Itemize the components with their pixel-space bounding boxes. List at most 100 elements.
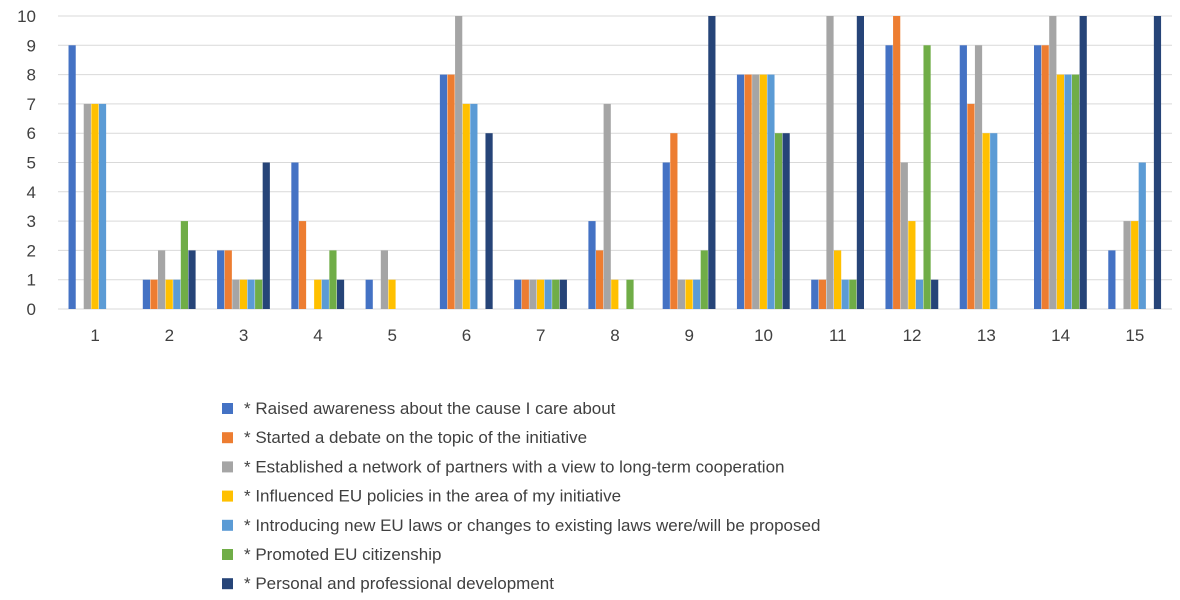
x-tick-label: 4	[313, 326, 322, 345]
bar-cat14-series1	[1034, 45, 1042, 310]
bar-cat12-series4	[908, 221, 916, 309]
bar-cat6-series3	[455, 16, 463, 309]
legend-swatch-series2	[222, 432, 233, 444]
bar-cat4-series6	[329, 250, 337, 309]
x-tick-label: 10	[754, 326, 773, 345]
bar-cat12-series2	[893, 16, 901, 309]
bar-cat10-series4	[759, 74, 767, 309]
bar-cat8-series1	[588, 221, 596, 309]
bar-cat7-series1	[514, 279, 522, 309]
bar-cat8-series6	[626, 279, 634, 309]
bar-cat3-series2	[224, 250, 232, 309]
bar-cat7-series6	[552, 279, 560, 309]
y-tick-label: 1	[27, 271, 36, 290]
legend-swatch-series7	[222, 578, 233, 590]
bar-cat2-series5	[173, 279, 181, 309]
bar-cat15-series3	[1123, 221, 1131, 309]
bar-cat9-series1	[662, 162, 670, 309]
bar-cat14-series6	[1072, 74, 1080, 309]
bar-cat2-series6	[180, 221, 188, 309]
bar-cat13-series3	[974, 45, 983, 310]
bar-cat4-series7	[336, 279, 345, 309]
bar-cat15-series4	[1131, 221, 1139, 309]
bar-cat2-series4	[165, 279, 173, 309]
legend-swatch-series6	[222, 549, 233, 560]
bar-cat14-series4	[1056, 74, 1064, 309]
bar-cat10-series3	[752, 74, 760, 309]
bar-cat15-series7	[1153, 16, 1162, 309]
x-tick-label: 9	[685, 326, 694, 345]
bar-cat10-series6	[774, 133, 783, 309]
bar-cat10-series7	[782, 133, 790, 309]
bar-cat11-series2	[818, 279, 826, 309]
bars	[68, 16, 1162, 310]
y-tick-label: 9	[27, 36, 36, 55]
bar-cat11-series1	[811, 279, 819, 309]
bar-cat7-series2	[521, 279, 529, 309]
bar-cat11-series5	[841, 279, 849, 309]
bar-cat9-series5	[693, 279, 701, 309]
legend-label-series5: * Introducing new EU laws or changes to …	[244, 516, 820, 535]
legend-swatch-series3	[222, 461, 233, 473]
x-tick-label: 6	[462, 326, 471, 345]
bar-cat6-series1	[439, 74, 448, 309]
bar-cat12-series1	[885, 45, 893, 310]
bar-cat6-series7	[485, 133, 493, 309]
bar-cat13-series1	[959, 45, 967, 310]
y-tick-label: 7	[27, 95, 36, 114]
y-tick-label: 5	[27, 154, 36, 173]
bar-cat12-series6	[923, 45, 931, 310]
bar-cat13-series4	[982, 133, 990, 309]
bar-cat15-series5	[1138, 162, 1146, 309]
bar-cat15-series1	[1108, 250, 1116, 309]
y-tick-label: 8	[27, 66, 36, 85]
bar-cat3-series6	[255, 279, 263, 309]
x-tick-label: 14	[1051, 326, 1070, 345]
y-tick-label: 3	[27, 212, 36, 231]
bar-cat4-series5	[321, 279, 329, 309]
y-tick-label: 2	[27, 241, 36, 260]
bar-cat11-series6	[849, 279, 857, 309]
x-tick-label: 3	[239, 326, 248, 345]
bar-cat3-series4	[239, 279, 248, 309]
legend-label-series1: * Raised awareness about the cause I car…	[244, 399, 616, 418]
bar-cat7-series4	[536, 279, 545, 309]
bar-cat6-series5	[470, 103, 478, 310]
y-tick-label: 10	[17, 7, 36, 26]
legend-label-series4: * Influenced EU policies in the area of …	[244, 487, 621, 506]
bar-cat5-series3	[380, 250, 388, 309]
bar-cat12-series3	[900, 162, 908, 309]
bar-cat14-series3	[1049, 16, 1057, 309]
bar-cat3-series3	[232, 279, 240, 309]
bar-cat3-series5	[247, 279, 255, 309]
bar-cat13-series5	[990, 133, 998, 309]
bar-cat5-series4	[388, 279, 396, 309]
bar-cat8-series4	[611, 279, 619, 309]
bar-cat8-series2	[596, 250, 604, 309]
bar-cat5-series1	[365, 279, 373, 309]
bar-cat9-series2	[670, 133, 678, 309]
bar-cat1-series4	[91, 103, 99, 310]
legend-label-series6: * Promoted EU citizenship	[244, 545, 441, 564]
legend-label-series3: * Established a network of partners with…	[244, 457, 785, 476]
bar-cat10-series5	[767, 74, 775, 309]
x-tick-label: 1	[90, 326, 99, 345]
x-tick-label: 7	[536, 326, 545, 345]
bar-cat1-series5	[98, 103, 107, 310]
bar-cat10-series2	[744, 74, 752, 309]
bar-cat12-series7	[931, 279, 939, 309]
bar-cat2-series3	[158, 250, 166, 309]
bar-cat1-series3	[83, 103, 91, 310]
bar-cat3-series1	[217, 250, 225, 309]
x-tick-label: 2	[165, 326, 174, 345]
x-tick-label: 8	[610, 326, 619, 345]
legend: * Raised awareness about the cause I car…	[222, 399, 820, 593]
bar-cat9-series6	[700, 250, 708, 309]
bar-cat12-series5	[915, 279, 924, 309]
bar-cat13-series2	[967, 103, 975, 310]
bar-cat2-series7	[188, 250, 196, 309]
bar-cat4-series1	[291, 162, 299, 309]
